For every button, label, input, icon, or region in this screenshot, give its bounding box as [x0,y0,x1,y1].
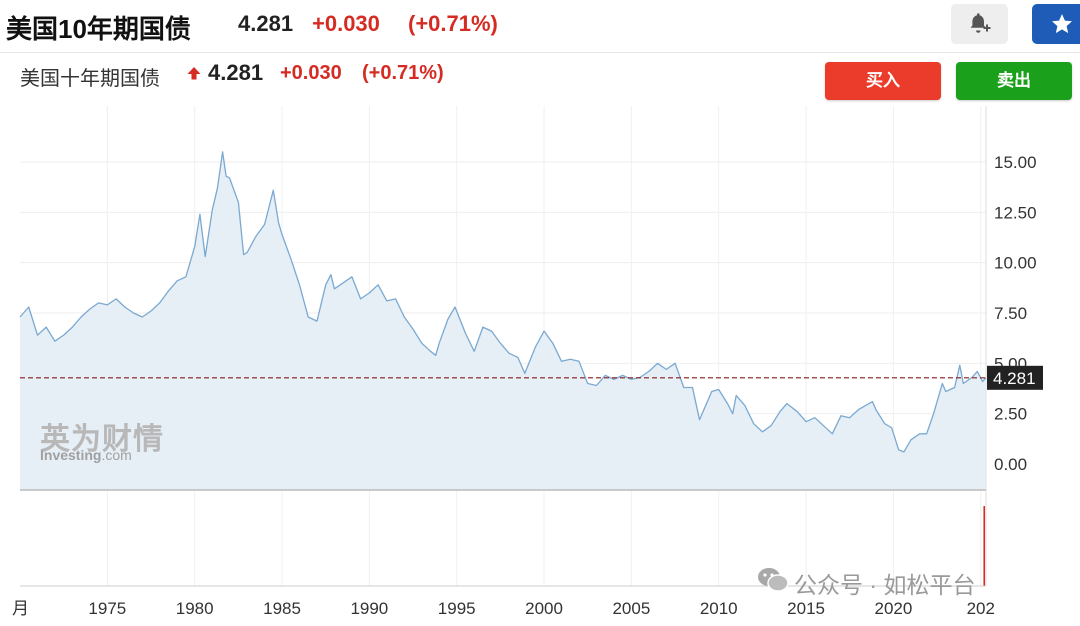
quote-header: 美国10年期国债 4.281 +0.030 (+0.71%) [0,0,1080,53]
x-tick-label: 1995 [438,599,476,618]
last-price: 4.281 [238,11,294,36]
x-tick-label: 2005 [612,599,650,618]
instrument-title: 美国10年期国债 [6,14,191,44]
yield-line [19,151,987,453]
x-tick-label: 1980 [176,599,214,618]
watermark-brand: Investing [40,447,102,463]
x-tick-label: 2000 [525,599,563,618]
investing-watermark-en: Investing.com [40,447,132,463]
up-arrow-icon [187,67,201,80]
y-tick-label: 15.00 [994,153,1037,172]
buy-button[interactable]: 买入 [825,62,941,100]
chart-title: 美国十年期国债 [20,68,160,90]
y-tick-label: 0.00 [994,455,1027,474]
chart-price-change-percent: (+0.71%) [362,62,444,84]
create-alert-button[interactable] [951,4,1008,44]
y-tick-label: 2.50 [994,405,1027,424]
price-change-percent: (+0.71%) [408,11,498,36]
current-value-tag-text: 4.281 [993,369,1036,388]
sell-button[interactable]: 卖出 [956,62,1072,100]
wechat-icon [758,568,789,592]
x-axis-labels: 1975 1980 1985 1990 1995 2000 2005 2010 2015 2020… [12,599,995,618]
chart-last-price: 4.281 [208,60,264,85]
price-change: +0.030 [312,11,380,36]
x-tick-label: 202 [967,599,995,618]
x-tick-label: 2020 [875,599,913,618]
star-icon [1052,14,1072,34]
x-tick-label-partial: 月 [12,599,29,618]
x-tick-label: 1990 [350,599,388,618]
chart-price-change: +0.030 [280,62,342,84]
yield-area-fill [20,151,986,490]
y-tick-label: 10.00 [994,254,1037,273]
wechat-account-text: 公众号 · 如松平台 [794,572,976,598]
y-tick-label: 12.50 [994,203,1037,222]
bell-plus-icon [970,13,991,33]
watermark-suffix: .com [101,447,132,463]
investing-watermark-cn: 英为财情 [40,423,164,456]
x-tick-label: 2010 [700,599,738,618]
wechat-account-watermark: 公众号 · 如松平台 [794,566,975,600]
y-tick-label: 7.50 [994,304,1027,323]
add-to-watchlist-button[interactable] [1032,4,1080,44]
current-value-tag: 4.281 [987,365,1043,390]
x-tick-label: 1985 [263,599,301,618]
x-tick-label: 1975 [88,599,126,618]
x-tick-label: 2015 [787,599,825,618]
current-value-tag-bg [987,365,1043,390]
